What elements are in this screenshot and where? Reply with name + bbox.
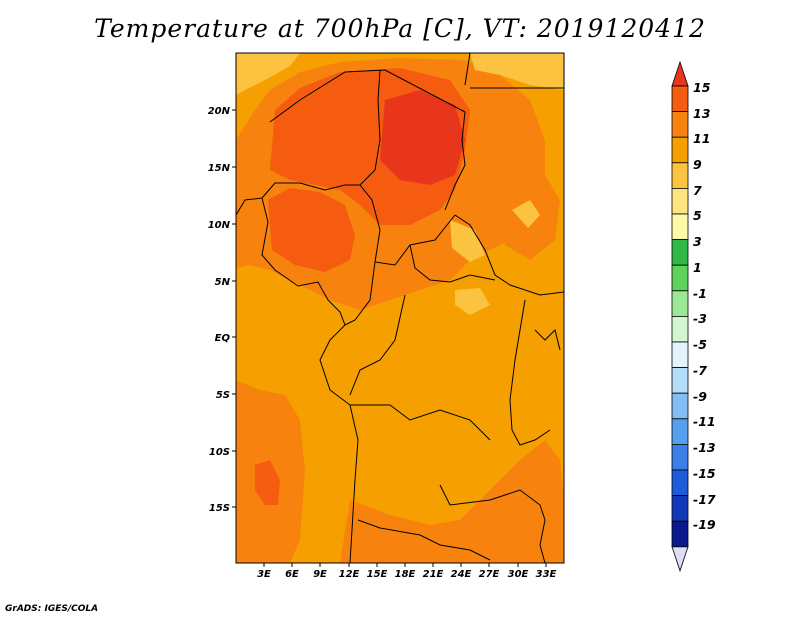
contour-7c-congo bbox=[455, 288, 490, 315]
colorbar-label-1: 1 bbox=[693, 260, 702, 275]
colorbar-label-9: 9 bbox=[693, 157, 702, 172]
lon-label-21e: 21E bbox=[423, 569, 444, 580]
temperature-field bbox=[236, 53, 564, 563]
colorbar-label-13: 13 bbox=[693, 106, 710, 121]
lat-label-15n: 15N bbox=[208, 163, 231, 174]
lat-labels: 20N 15N 10N 5N EQ 5S 10S 15S bbox=[208, 106, 231, 514]
colorbar-swatch bbox=[671, 213, 689, 241]
lon-label-24e: 24E bbox=[451, 569, 472, 580]
contour-7c-north bbox=[236, 53, 300, 95]
lat-label-15s: 15S bbox=[209, 503, 230, 514]
lon-label-9e: 9E bbox=[313, 569, 327, 580]
colorbar-swatch bbox=[671, 392, 689, 420]
colorbar-label-neg5: -5 bbox=[693, 337, 707, 352]
colorbar-swatch bbox=[671, 367, 689, 394]
colorbar-swatch bbox=[671, 136, 689, 164]
grads-credit: GrADS: IGES/COLA bbox=[5, 604, 99, 614]
colorbar-swatch bbox=[671, 418, 689, 445]
colorbar-labels: 15 13 11 9 7 5 3 1 -1 -3 -5 -7 -9 -11 -1… bbox=[693, 80, 716, 532]
lon-label-30e: 30E bbox=[508, 569, 529, 580]
lon-label-12e: 12E bbox=[339, 569, 360, 580]
colorbar-label-neg19: -19 bbox=[693, 517, 716, 532]
lon-label-3e: 3E bbox=[257, 569, 271, 580]
lon-labels: 3E 6E 9E 12E 15E 18E 21E 24E 27E 30E 33E bbox=[257, 569, 556, 580]
colorbar-swatch bbox=[671, 290, 689, 317]
colorbar-swatch bbox=[671, 469, 689, 497]
colorbar-swatch bbox=[671, 187, 689, 215]
contour-13c-angola bbox=[255, 460, 280, 505]
lat-label-10s: 10S bbox=[209, 447, 230, 458]
lon-label-27e: 27E bbox=[479, 569, 500, 580]
colorbar-label-5: 5 bbox=[693, 208, 702, 223]
colorbar-label-neg17: -17 bbox=[693, 492, 716, 507]
colorbar-label-11: 11 bbox=[693, 131, 710, 146]
colorbar-label-neg1: -1 bbox=[693, 286, 707, 301]
contour-7c-central bbox=[450, 220, 485, 262]
country-borders bbox=[236, 53, 564, 563]
lat-label-20n: 20N bbox=[208, 106, 231, 117]
chart-title: Temperature at 700hPa [C], VT: 201912041… bbox=[94, 14, 706, 43]
colorbar-swatch bbox=[671, 264, 689, 292]
lon-ticks bbox=[263, 563, 547, 567]
colorbar-label-neg9: -9 bbox=[693, 389, 707, 404]
colorbar-label-7: 7 bbox=[693, 183, 702, 198]
contour-7c-northeast bbox=[470, 53, 564, 90]
colorbar-swatch bbox=[671, 495, 689, 522]
colorbar-swatch bbox=[671, 520, 689, 548]
lon-label-6e: 6E bbox=[285, 569, 299, 580]
colorbar-arrow-top bbox=[671, 60, 689, 87]
contour-11c-southern bbox=[340, 440, 564, 563]
colorbar-label-neg3: -3 bbox=[693, 311, 707, 326]
map-frame bbox=[235, 52, 565, 564]
colorbar-swatch bbox=[671, 443, 689, 471]
contour-15c-core bbox=[380, 90, 465, 185]
colorbar bbox=[671, 60, 689, 573]
colorbar-swatch bbox=[671, 162, 689, 189]
lat-label-10n: 10N bbox=[208, 220, 231, 231]
colorbar-swatch bbox=[671, 111, 689, 138]
colorbar-swatch bbox=[671, 341, 689, 369]
colorbar-arrow-bottom bbox=[671, 546, 689, 573]
colorbar-label-neg13: -13 bbox=[693, 440, 716, 455]
contour-13c-nigeria bbox=[268, 188, 355, 272]
colorbar-label-neg7: -7 bbox=[693, 363, 707, 378]
colorbar-swatch bbox=[671, 85, 689, 113]
colorbar-label-neg11: -11 bbox=[693, 414, 716, 429]
lon-label-15e: 15E bbox=[367, 569, 388, 580]
colorbar-swatch bbox=[671, 239, 689, 266]
colorbar-swatch bbox=[671, 315, 689, 343]
lat-label-5s: 5S bbox=[216, 390, 230, 401]
colorbar-label-3: 3 bbox=[693, 234, 702, 249]
lat-label-5n: 5N bbox=[215, 277, 231, 288]
colorbar-label-neg15: -15 bbox=[693, 466, 716, 481]
lon-label-33e: 33E bbox=[536, 569, 557, 580]
contour-7c-east bbox=[512, 200, 540, 228]
lat-label-eq: EQ bbox=[215, 333, 231, 344]
lat-ticks bbox=[232, 109, 236, 508]
lon-label-18e: 18E bbox=[395, 569, 416, 580]
colorbar-label-15: 15 bbox=[693, 80, 711, 95]
